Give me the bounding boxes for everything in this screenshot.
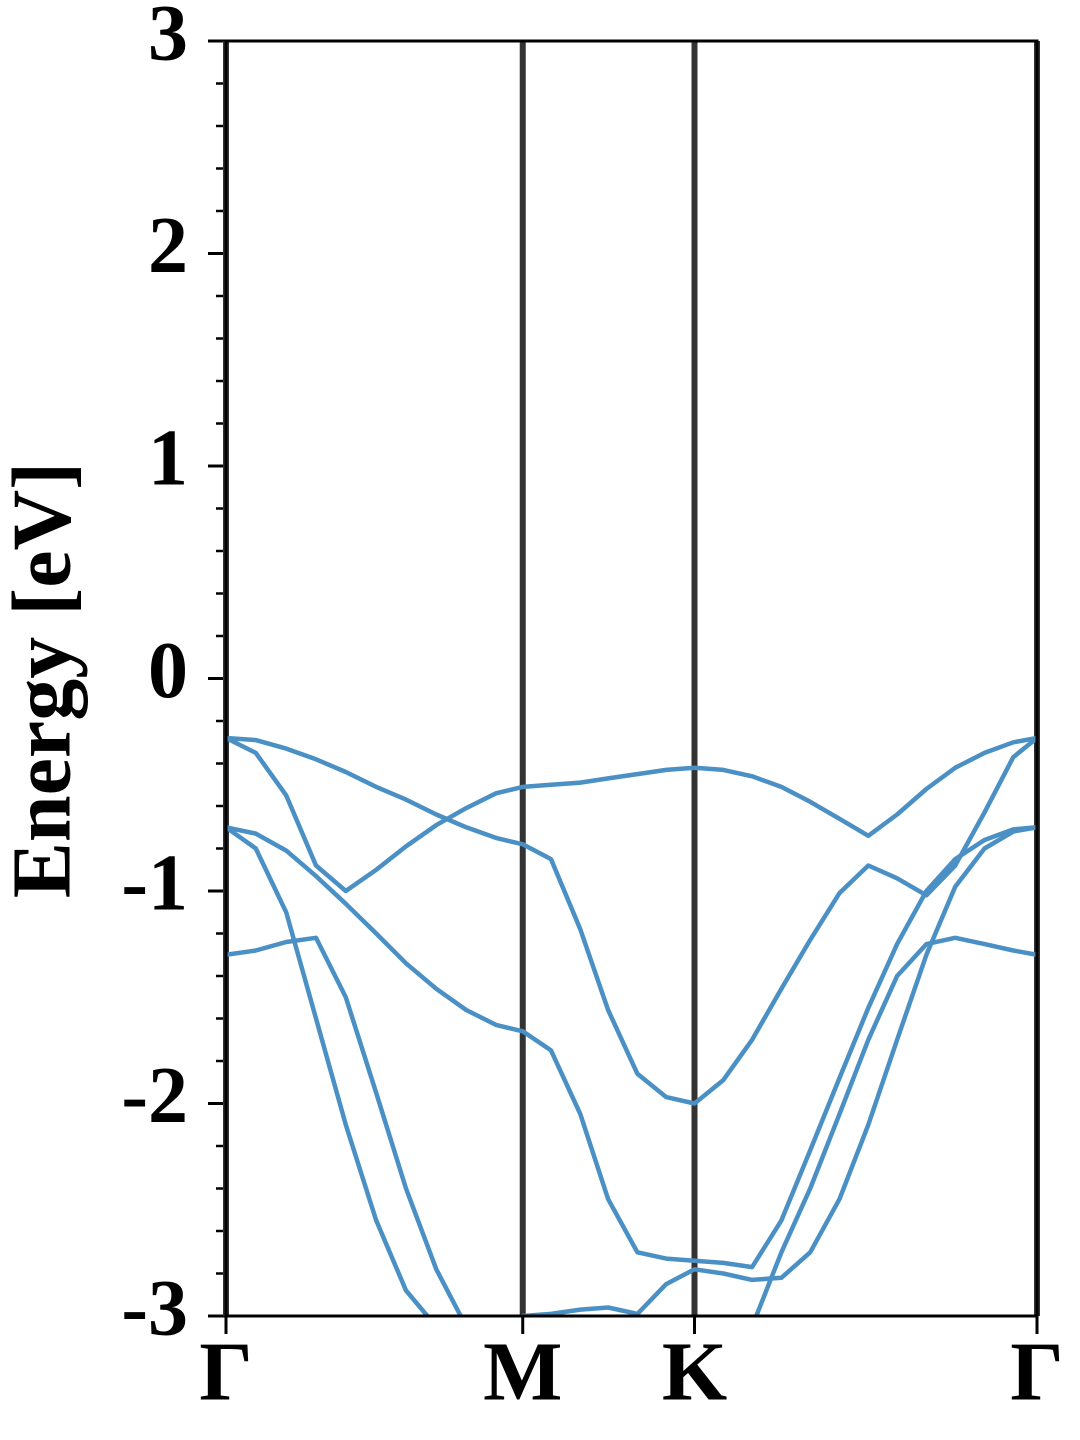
band [226,935,1037,1316]
y-tick-label: 0 [148,627,188,715]
band [226,735,1037,894]
y-tick-label: 1 [148,414,188,502]
y-tick-label: -3 [121,1264,188,1352]
x-tick-label: Γ [199,1325,252,1418]
y-tick-label: 2 [148,202,188,290]
x-tick-label: M [483,1325,562,1418]
y-axis-label: Energy [eV] [0,462,88,898]
y-tick-label: -1 [121,839,188,927]
x-tick-label: K [662,1325,727,1418]
plot-frame [224,39,1039,1318]
band [226,735,1037,1106]
bands [226,735,1037,1316]
y-tick-label: 3 [148,0,188,77]
x-tick-label: Γ [1010,1325,1063,1418]
band [226,825,1037,1316]
y-tick-label: -2 [121,1052,188,1140]
band [226,825,1037,1270]
